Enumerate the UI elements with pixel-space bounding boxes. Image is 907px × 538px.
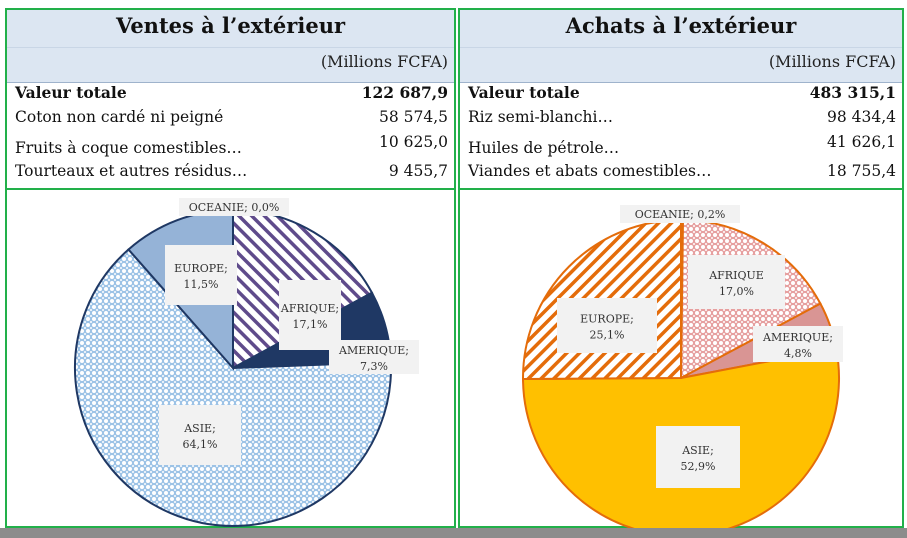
row-value: 10 625,0	[378, 133, 448, 151]
table-row: Coton non cardé ni peigné 58 574,5	[7, 108, 454, 133]
row-value: 98 434,4	[826, 108, 896, 126]
data-label-oceanie: OCEANIE; 0,0%	[179, 198, 289, 216]
slice-label: AFRIQUE;	[280, 302, 339, 315]
slice-label: AFRIQUE	[708, 269, 764, 282]
slice-label: OCEANIE; 0,0%	[189, 201, 280, 214]
row-label: Huiles de pétrole…	[468, 139, 620, 157]
data-label-asie: ASIE; 52,9%	[656, 426, 740, 488]
data-label-amerique: AMERIQUE; 4,8%	[753, 326, 843, 362]
row-label: Tourteaux et autres résidus…	[15, 162, 248, 180]
table-row: Riz semi-blanchi… 98 434,4	[460, 108, 902, 133]
slice-percent: 11,5%	[184, 278, 219, 291]
data-label-afrique: AFRIQUE; 17,1%	[279, 280, 341, 350]
total-row: Valeur totale 483 315,1	[460, 83, 902, 108]
data-label-asie: ASIE; 64,1%	[159, 405, 241, 465]
unit-label: (Millions FCFA)	[320, 52, 448, 71]
data-label-amerique: AMERIQUE; 7,3%	[329, 340, 419, 374]
panel-header: Ventes à l’extérieur (Millions FCFA)	[7, 10, 454, 83]
row-value: 483 315,1	[809, 83, 896, 102]
row-value: 9 455,7	[388, 162, 448, 180]
row-value: 18 755,4	[826, 162, 896, 180]
exports-panel: Ventes à l’extérieur (Millions FCFA) Val…	[5, 8, 456, 528]
slice-label: ASIE;	[681, 444, 714, 457]
slice-percent: 7,3%	[360, 360, 388, 373]
slice-percent: 64,1%	[183, 438, 218, 451]
slice-label: AMERIQUE;	[762, 331, 833, 344]
slice-percent: 17,0%	[719, 285, 754, 298]
exports-pie-chart: AFRIQUE; 17,1% AMERIQUE; 7,3% ASIE; 64,1% EURO…	[74, 198, 419, 527]
table-row: Viandes et abats comestibles… 18 755,4	[460, 162, 902, 187]
imports-pie-chart: OCEANIE; 0,2% AFRIQUE 17,0% AMERIQUE; 4,8% AS…	[521, 205, 843, 530]
panel-header: Achats à l’extérieur (Millions FCFA)	[460, 10, 902, 83]
slice-label: AMERIQUE;	[338, 344, 409, 357]
slice-label: ASIE;	[183, 422, 216, 435]
row-label: Coton non cardé ni peigné	[15, 108, 224, 126]
row-label: Valeur totale	[468, 83, 580, 102]
row-value: 122 687,9	[361, 83, 448, 102]
row-value: 58 574,5	[378, 108, 448, 126]
table-row: Fruits à coque comestibles… 10 625,0	[7, 133, 454, 162]
pie-slice-asie	[74, 248, 392, 527]
slice-percent: 25,1%	[590, 329, 625, 342]
scrollbar[interactable]	[0, 528, 907, 538]
slice-percent: 4,8%	[784, 347, 812, 360]
panel-title: Ventes à l’extérieur	[115, 13, 346, 38]
unit-label: (Millions FCFA)	[768, 52, 896, 71]
products-table: Valeur totale 122 687,9 Coton non cardé ni…	[7, 83, 454, 187]
row-value: 41 626,1	[826, 133, 896, 151]
slice-label: EUROPE;	[580, 313, 634, 326]
slice-label: EUROPE;	[174, 262, 228, 275]
slice-percent: 17,1%	[293, 318, 328, 331]
row-label: Fruits à coque comestibles…	[15, 139, 242, 157]
row-label: Riz semi-blanchi…	[468, 108, 613, 126]
slice-label: OCEANIE; 0,2%	[635, 208, 726, 221]
slice-percent: 52,9%	[681, 460, 716, 473]
table-row: Huiles de pétrole… 41 626,1	[460, 133, 902, 162]
imports-panel: Achats à l’extérieur (Millions FCFA) Val…	[458, 8, 904, 530]
data-label-europe: EUROPE; 25,1%	[557, 298, 657, 353]
table-row: Tourteaux et autres résidus… 9 455,7	[7, 162, 454, 187]
panel-title: Achats à l’extérieur	[565, 13, 797, 38]
row-label: Valeur totale	[15, 83, 127, 102]
data-label-europe: EUROPE; 11,5%	[165, 245, 237, 305]
row-label: Viandes et abats comestibles…	[468, 162, 712, 180]
products-table: Valeur totale 483 315,1 Riz semi-blanchi… 9…	[460, 83, 902, 187]
data-label-oceanie: OCEANIE; 0,2%	[620, 205, 740, 223]
data-label-afrique: AFRIQUE 17,0%	[688, 255, 785, 309]
total-row: Valeur totale 122 687,9	[7, 83, 454, 108]
